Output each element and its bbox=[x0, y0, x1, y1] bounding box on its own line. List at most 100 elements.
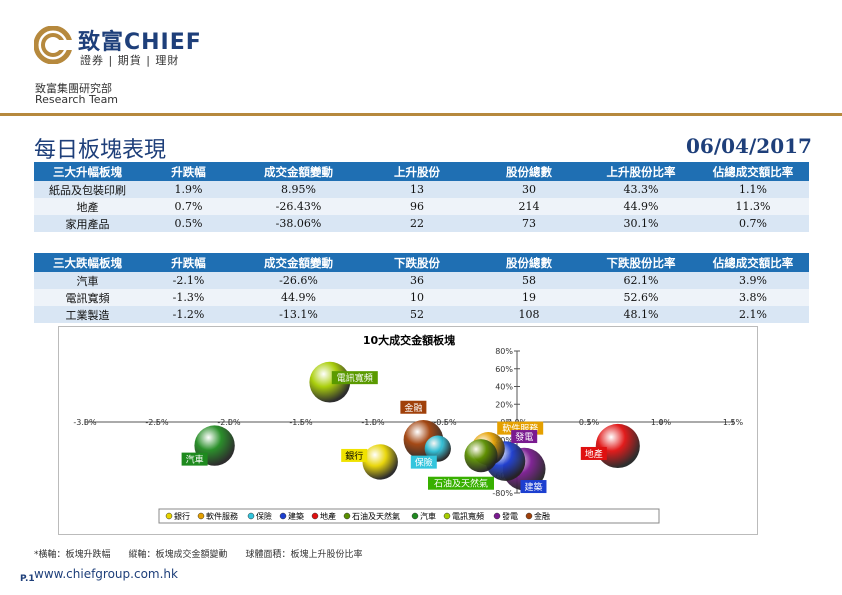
x-tick-label: -1.0% bbox=[361, 418, 385, 427]
table-cell: 108 bbox=[473, 306, 585, 323]
label-badge bbox=[520, 480, 547, 494]
x-tick-label: -2.5% bbox=[145, 418, 169, 427]
table-cell: 0.5% bbox=[141, 215, 236, 232]
column-header: 三大升幅板塊 bbox=[34, 162, 141, 181]
chart-canvas: 10大成交金額板塊 -3.0% -2.5% -2.0% -1.5% -1.0% -0.5% 0… bbox=[73, 333, 744, 524]
table-cell: 44.9% bbox=[585, 198, 697, 215]
label-badge-text: 建築 bbox=[524, 481, 542, 493]
label-badge bbox=[410, 455, 437, 469]
table-cell: 地產 bbox=[34, 198, 141, 215]
brand-name: 致富CHIEF bbox=[78, 30, 202, 55]
table-cell: 44.9% bbox=[236, 289, 361, 306]
table-cell: -26.43% bbox=[236, 198, 361, 215]
column-header: 升跌幅 bbox=[141, 162, 236, 181]
x-tick-label: -3.0% bbox=[73, 418, 97, 427]
table-cell: -1.2% bbox=[141, 306, 236, 323]
x-tick-label: 1.0% bbox=[651, 418, 672, 427]
table-cell: 8.95% bbox=[236, 181, 361, 198]
column-header: 佔總成交額比率 bbox=[697, 162, 809, 181]
label-badge bbox=[580, 446, 607, 460]
y-tick-label: 80% bbox=[495, 347, 513, 356]
brand-tagline: 證券 | 期貨 | 理財 bbox=[80, 54, 180, 67]
column-header: 股份總數 bbox=[473, 162, 585, 181]
table-row: 電訊寬頻 -1.3% 44.9% 10 19 52.6% 3.8% bbox=[34, 289, 809, 306]
column-header: 上升股份比率 bbox=[585, 162, 697, 181]
legend-marker bbox=[165, 512, 173, 520]
column-header: 升跌幅 bbox=[141, 253, 236, 272]
table-cell: 73 bbox=[473, 215, 585, 232]
table-cell: 30 bbox=[473, 181, 585, 198]
column-header: 三大跌幅板塊 bbox=[34, 253, 141, 272]
table-row: 地產 0.7% -26.43% 96 214 44.9% 11.3% bbox=[34, 198, 809, 215]
table-cell: 19 bbox=[473, 289, 585, 306]
legend-label: 發電 bbox=[502, 512, 518, 521]
table-cell: 62.1% bbox=[585, 272, 697, 289]
y-tick-label: 60% bbox=[495, 365, 513, 374]
label-badge bbox=[428, 476, 494, 490]
table-cell: 家用產品 bbox=[34, 215, 141, 232]
table-cell: 43.3% bbox=[585, 181, 697, 198]
table-cell: 58 bbox=[473, 272, 585, 289]
table-row: 汽車 -2.1% -26.6% 36 58 62.1% 3.9% bbox=[34, 272, 809, 289]
table-cell: 48.1% bbox=[585, 306, 697, 323]
label-badge-text: 金融 bbox=[404, 402, 422, 414]
y-tick-label: 20% bbox=[495, 400, 513, 409]
header-divider bbox=[0, 113, 842, 116]
table-cell: 0.7% bbox=[141, 198, 236, 215]
research-team-en: Research Team bbox=[35, 93, 119, 106]
bubble-5 bbox=[464, 439, 498, 473]
legend-marker bbox=[443, 512, 451, 520]
sector-bubble-chart: 10大成交金額板塊 -3.0% -2.5% -2.0% -1.5% -1.0% -0.5% 0… bbox=[58, 326, 758, 535]
legend-label: 銀行 bbox=[174, 511, 190, 521]
label-badge bbox=[511, 430, 538, 444]
page-title: 每日板塊表現 bbox=[34, 138, 167, 163]
table-cell: 汽車 bbox=[34, 272, 141, 289]
label-badge-text: 銀行 bbox=[345, 450, 363, 462]
label-badge bbox=[400, 400, 427, 414]
legend-label: 石油及天然氣 bbox=[352, 511, 400, 521]
table-cell: 30.1% bbox=[585, 215, 697, 232]
label-badge-text: 地產 bbox=[585, 448, 603, 460]
table-cell: 22 bbox=[361, 215, 473, 232]
table-cell: 36 bbox=[361, 272, 473, 289]
legend-label: 汽車 bbox=[420, 511, 436, 521]
x-tick-label: -1.5% bbox=[289, 418, 313, 427]
legend-marker bbox=[311, 512, 319, 520]
label-badge-text: 電訊寬頻 bbox=[337, 372, 373, 384]
research-team-cn: 致富集團研究部 bbox=[35, 82, 112, 95]
label-badge-text: 汽車 bbox=[186, 454, 204, 466]
table-cell: 214 bbox=[473, 198, 585, 215]
x-tick-label: -0.5% bbox=[433, 418, 457, 427]
table-row: 工業製造 -1.2% -13.1% 52 108 48.1% 2.1% bbox=[34, 306, 809, 323]
legend-marker bbox=[493, 512, 501, 520]
table-cell: 11.3% bbox=[697, 198, 809, 215]
table-row: 紙品及包裝印刷 1.9% 8.95% 13 30 43.3% 1.1% bbox=[34, 181, 809, 198]
y-tick-label: -80% bbox=[492, 489, 513, 498]
table-cell: 13 bbox=[361, 181, 473, 198]
table-cell: 0.7% bbox=[697, 215, 809, 232]
table-cell: -2.1% bbox=[141, 272, 236, 289]
chief-logo-icon bbox=[34, 26, 72, 64]
legend-label: 建築 bbox=[288, 511, 304, 521]
chart-title: 10大成交金額板塊 bbox=[363, 333, 455, 347]
y-tick-label: -20% bbox=[492, 436, 513, 445]
table-cell: 工業製造 bbox=[34, 306, 141, 323]
website-link[interactable]: www.chiefgroup.com.hk bbox=[34, 567, 178, 581]
y-tick-label: 40% bbox=[495, 383, 513, 392]
label-badge-text: 發電 bbox=[515, 431, 533, 443]
table-cell: 電訊寬頻 bbox=[34, 289, 141, 306]
legend-label: 地產 bbox=[320, 511, 336, 521]
table-cell: 52 bbox=[361, 306, 473, 323]
table-header-row: 三大跌幅板塊 升跌幅 成交金額變動 下跌股份 股份總數 下跌股份比率 佔總成交額… bbox=[34, 253, 809, 272]
x-tick-label: -2.0% bbox=[217, 418, 241, 427]
top-gainers-table: 三大升幅板塊 升跌幅 成交金額變動 上升股份 股份總數 上升股份比率 佔總成交額… bbox=[34, 162, 809, 232]
page-number: P.1 bbox=[20, 574, 35, 584]
legend-marker bbox=[525, 512, 533, 520]
table-row: 家用產品 0.5% -38.06% 22 73 30.1% 0.7% bbox=[34, 215, 809, 232]
label-badge bbox=[181, 452, 208, 466]
column-header: 成交金額變動 bbox=[236, 253, 361, 272]
chart-legend bbox=[158, 508, 660, 524]
table-header-row: 三大升幅板塊 升跌幅 成交金額變動 上升股份 股份總數 上升股份比率 佔總成交額… bbox=[34, 162, 809, 181]
table-cell: -1.3% bbox=[141, 289, 236, 306]
table-cell: 紙品及包裝印刷 bbox=[34, 181, 141, 198]
